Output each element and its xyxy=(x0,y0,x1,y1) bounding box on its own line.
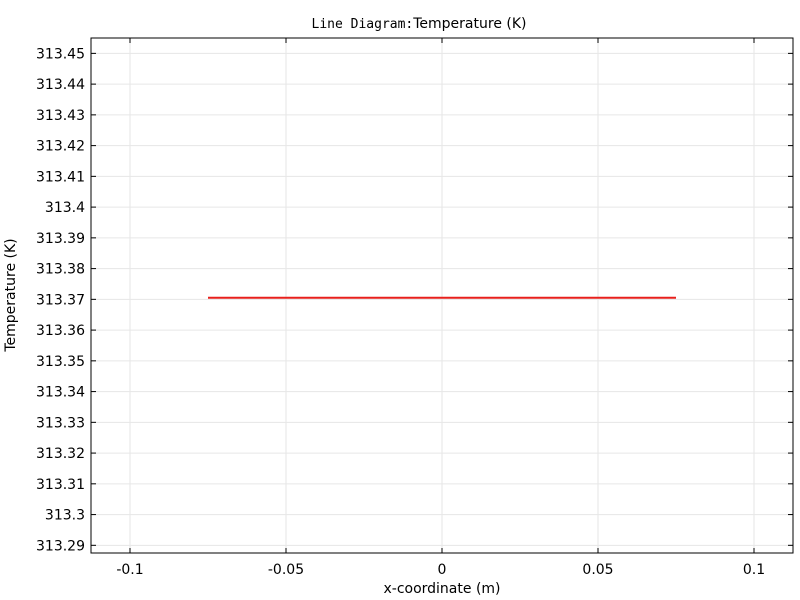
y-tick-label: 313.35 xyxy=(36,354,85,370)
y-tick-label: 313.41 xyxy=(36,169,85,185)
y-tick-label: 313.38 xyxy=(36,262,85,278)
y-axis-title: Temperature (K) xyxy=(3,238,19,352)
y-tick-label: 313.29 xyxy=(36,538,85,554)
chart-title-text: Temperature (K) xyxy=(412,16,526,32)
x-tick-label: 0.1 xyxy=(743,562,765,578)
y-tick-label: 313.4 xyxy=(45,200,85,216)
y-tick-label: 313.44 xyxy=(36,77,85,93)
y-tick-label: 313.33 xyxy=(36,415,85,431)
y-tick-label: 313.39 xyxy=(36,231,85,247)
chart-title: Line Diagram:Temperature (K) xyxy=(312,16,527,32)
y-tick-label: 313.32 xyxy=(36,446,85,462)
y-tick-label: 313.45 xyxy=(36,46,85,62)
x-tick-label: -0.05 xyxy=(268,562,304,578)
y-tick-label: 313.42 xyxy=(36,139,85,155)
y-tick-label: 313.43 xyxy=(36,108,85,124)
y-tick-label: 313.36 xyxy=(36,323,85,339)
x-tick-label: 0 xyxy=(438,562,447,578)
chart-title-prefix: Line Diagram: xyxy=(312,17,414,32)
x-axis-title: x-coordinate (m) xyxy=(383,581,500,597)
x-tick-label: 0.05 xyxy=(582,562,613,578)
tick-layer: -0.1 -0.05 0 0.05 0.1 313.29 313.3 313.31 313.32… xyxy=(36,38,793,578)
y-tick-label: 313.37 xyxy=(36,292,85,308)
y-tick-label: 313.3 xyxy=(45,508,85,524)
grid-layer xyxy=(91,38,793,553)
x-tick-label: -0.1 xyxy=(116,562,143,578)
y-tick-label: 313.34 xyxy=(36,385,85,401)
y-tick-label: 313.31 xyxy=(36,477,85,493)
